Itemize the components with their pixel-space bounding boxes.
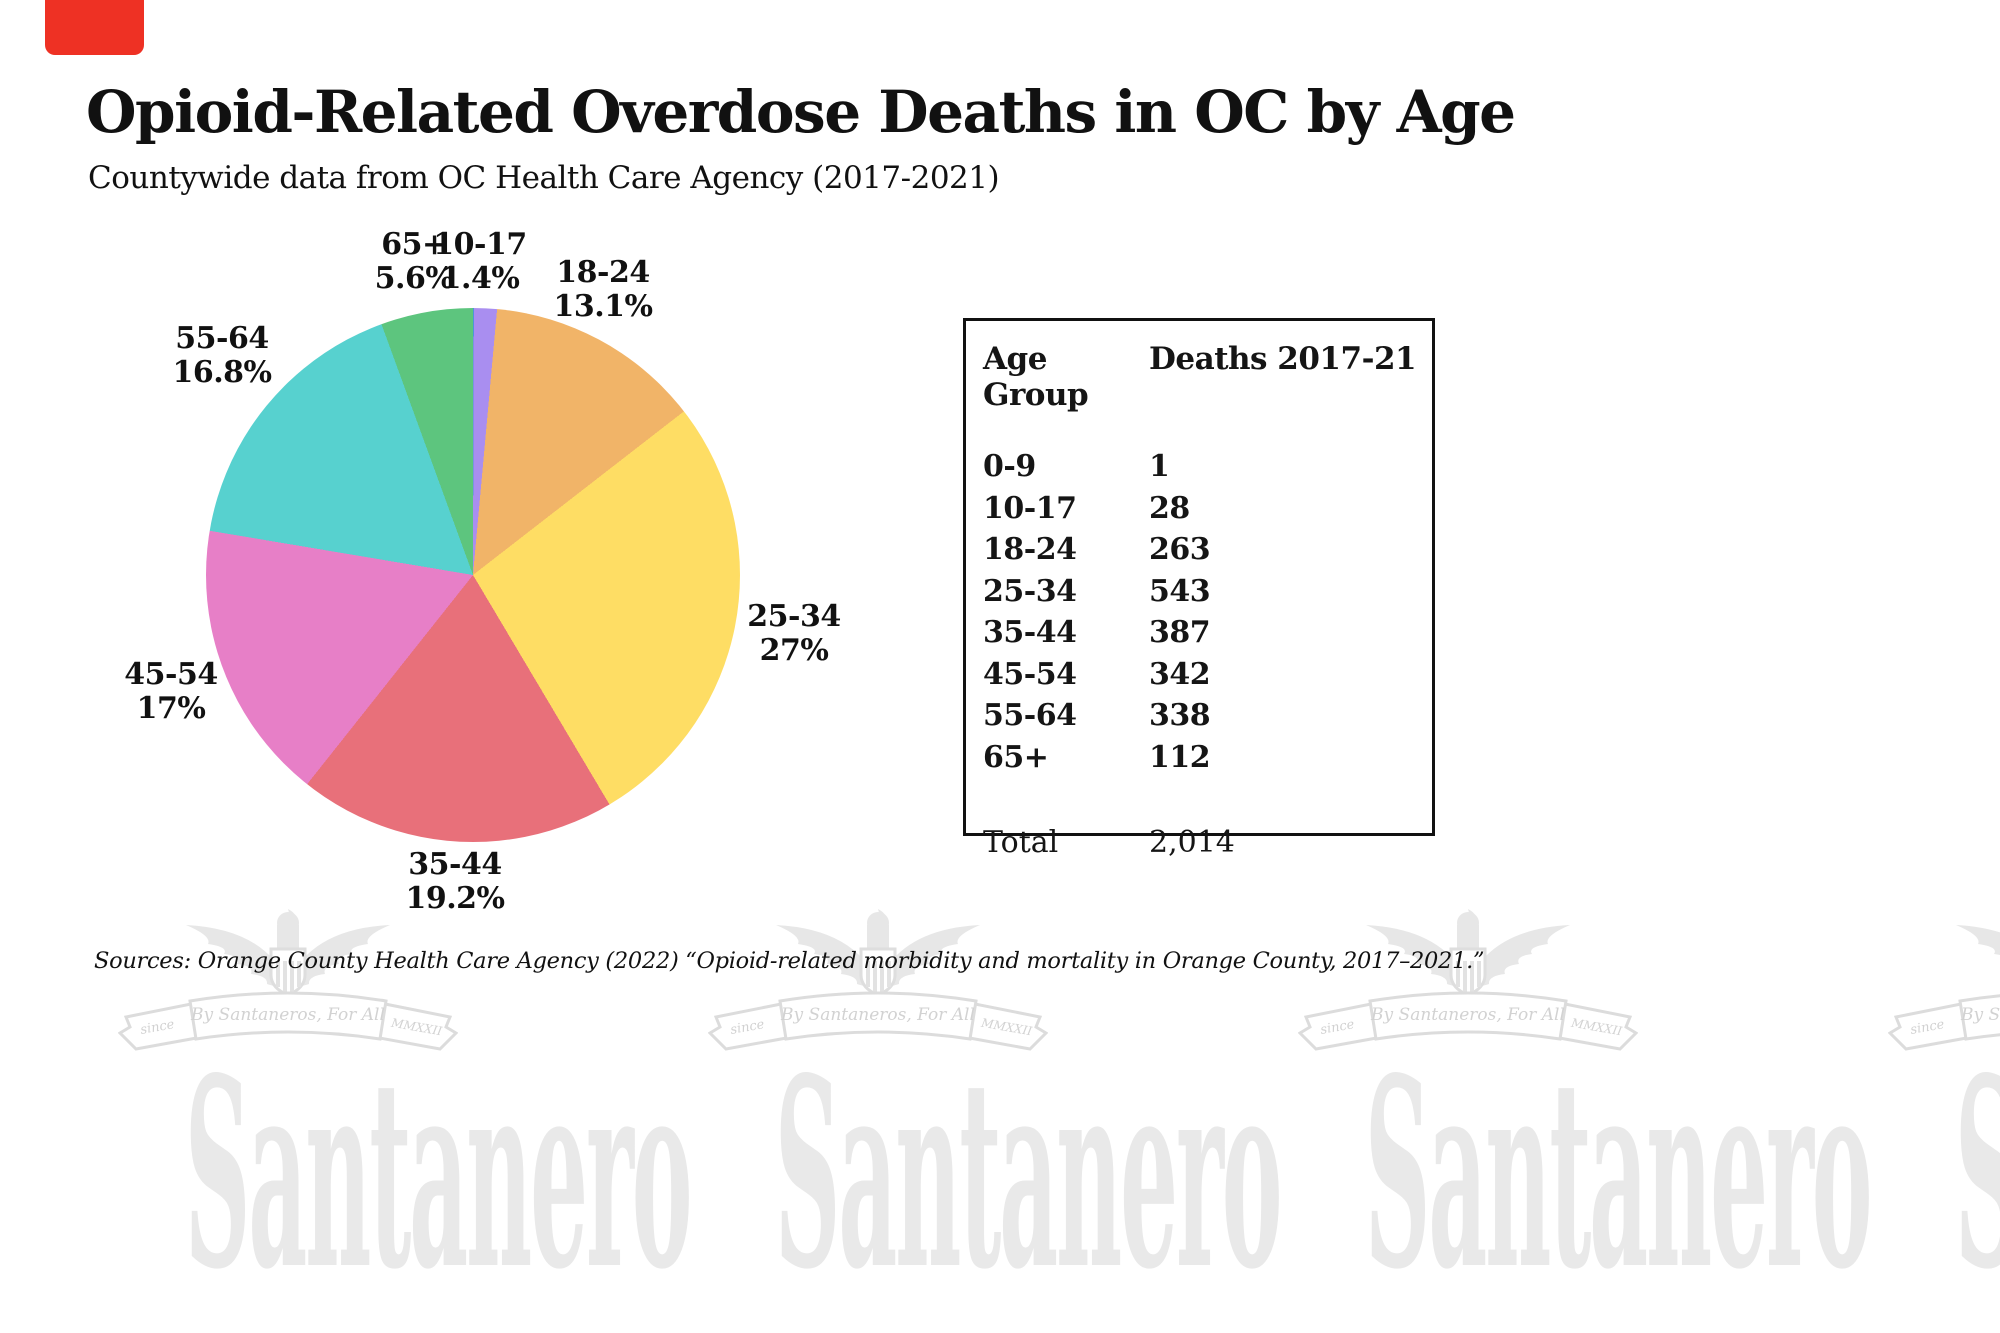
pie-label-35-44: 35-44 19.2%: [405, 847, 505, 916]
banner-left-text: since: [1319, 1017, 1356, 1038]
banner-right-text: MMXXII: [389, 1016, 443, 1039]
banner-center-text: By Santaneros, For All: [780, 1005, 975, 1025]
pie-label-45-54: 45-54 17%: [124, 657, 218, 726]
col-header-deaths: Deaths 2017-21: [1149, 341, 1417, 377]
pie-label-10-17: 10-17 1.4%: [433, 227, 527, 296]
banner-right-text: MMXXII: [979, 1016, 1033, 1039]
banner-left-text: since: [729, 1017, 766, 1038]
banner-ribbon-icon: since By Santaneros, For All MMXXII: [1888, 994, 2000, 1051]
pie-label-18-24: 18-24 13.1%: [553, 255, 653, 324]
watermark-wordmark: Santanero: [184, 1022, 693, 1327]
page-title: Opioid-Related Overdose Deaths in OC by …: [86, 78, 1516, 146]
total-label: Total: [983, 825, 1059, 860]
banner-left-text: since: [1909, 1017, 1946, 1038]
banner-center-text: By Santaneros, For All: [1960, 1005, 2000, 1025]
total-value: 2,014: [1149, 825, 1235, 860]
watermark-wordmark: Santanero: [774, 1022, 1283, 1327]
table-total-row: Total 2,014: [983, 825, 1432, 860]
eagle-crest-icon: [1956, 925, 2000, 956]
table-header-row: Age Group Deaths 2017-21: [983, 341, 1432, 413]
table-row: 18-24 263: [983, 532, 1211, 567]
red-tab-marker: [45, 0, 144, 55]
banner-center-text: By Santaneros, For All: [190, 1005, 385, 1025]
table-row: 65+ 112: [983, 739, 1211, 775]
pie-label-55-64: 55-64 16.8%: [172, 321, 272, 390]
table-row: 55-64 338: [983, 698, 1211, 733]
col-header-age-group: Age Group: [983, 341, 1089, 413]
table-row: 0-9 1: [983, 449, 1170, 484]
deaths-table: Age Group Deaths 2017-21 0-9 1 10-17 28 …: [963, 318, 1435, 860]
page-subtitle: Countywide data from OC Health Care Agen…: [88, 160, 1000, 196]
watermark-tile: since By Santaneros, For All MMXXII Sant…: [1763, 895, 2000, 1333]
banner-ribbon-icon: since By Santaneros, For All MMXXII: [708, 991, 1048, 1051]
table-body: 0-9 1 10-17 28 18-24 263 25-34 543 35-44…: [983, 449, 1432, 781]
banner-right-text: MMXXII: [1569, 1016, 1623, 1039]
table-row: 45-54 342: [983, 656, 1211, 692]
banner-ribbon-icon: since By Santaneros, For All MMXXII: [1298, 991, 1638, 1051]
table-row: 25-34 543: [983, 573, 1211, 609]
watermark-wordmark: Santanero: [1955, 1045, 2000, 1305]
table-row: 10-17 28: [983, 490, 1190, 526]
banner-ribbon-icon: since By Santaneros, For All MMXXII: [118, 991, 458, 1051]
table-row: 35-44 387: [983, 615, 1211, 650]
pie-label-65plus: 65+ 5.6%: [374, 227, 454, 296]
source-citation: Sources: Orange County Health Care Agenc…: [94, 948, 1485, 974]
pie-chart: [206, 308, 740, 842]
banner-center-text: By Santaneros, For All: [1370, 1005, 1565, 1025]
pie-label-25-34: 25-34 27%: [747, 599, 841, 668]
banner-left-text: since: [139, 1017, 176, 1038]
watermark-wordmark: Santanero: [1364, 1022, 1873, 1327]
